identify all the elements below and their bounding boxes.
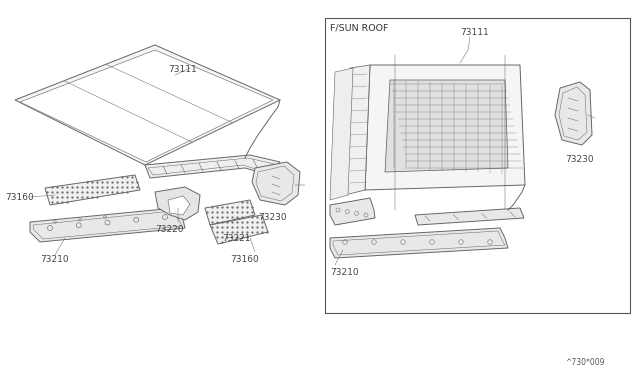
- Text: 73111: 73111: [168, 65, 196, 74]
- Polygon shape: [205, 200, 255, 225]
- Text: 73210: 73210: [330, 268, 358, 277]
- Text: F/SUN ROOF: F/SUN ROOF: [330, 23, 388, 32]
- Bar: [325, 18, 630, 313]
- Polygon shape: [365, 65, 525, 190]
- Polygon shape: [210, 215, 268, 244]
- Polygon shape: [330, 198, 375, 225]
- Text: 73210: 73210: [40, 255, 68, 264]
- Polygon shape: [555, 82, 592, 145]
- Text: 73221: 73221: [222, 234, 250, 243]
- Text: ^730*009: ^730*009: [565, 358, 605, 367]
- Polygon shape: [15, 45, 280, 165]
- Text: 73230: 73230: [565, 155, 594, 164]
- Polygon shape: [145, 155, 280, 178]
- Text: 73220: 73220: [155, 225, 184, 234]
- Polygon shape: [20, 50, 273, 162]
- Polygon shape: [385, 80, 508, 172]
- Polygon shape: [45, 175, 140, 205]
- Polygon shape: [252, 162, 300, 205]
- Text: 73160: 73160: [230, 255, 259, 264]
- Text: 73160: 73160: [5, 193, 34, 202]
- Polygon shape: [168, 196, 190, 215]
- Polygon shape: [330, 228, 508, 258]
- Text: 73230: 73230: [258, 213, 287, 222]
- Polygon shape: [30, 208, 185, 242]
- Polygon shape: [330, 68, 353, 200]
- Text: 73111: 73111: [460, 28, 489, 37]
- Polygon shape: [415, 208, 524, 225]
- Polygon shape: [345, 65, 370, 195]
- Polygon shape: [155, 187, 200, 220]
